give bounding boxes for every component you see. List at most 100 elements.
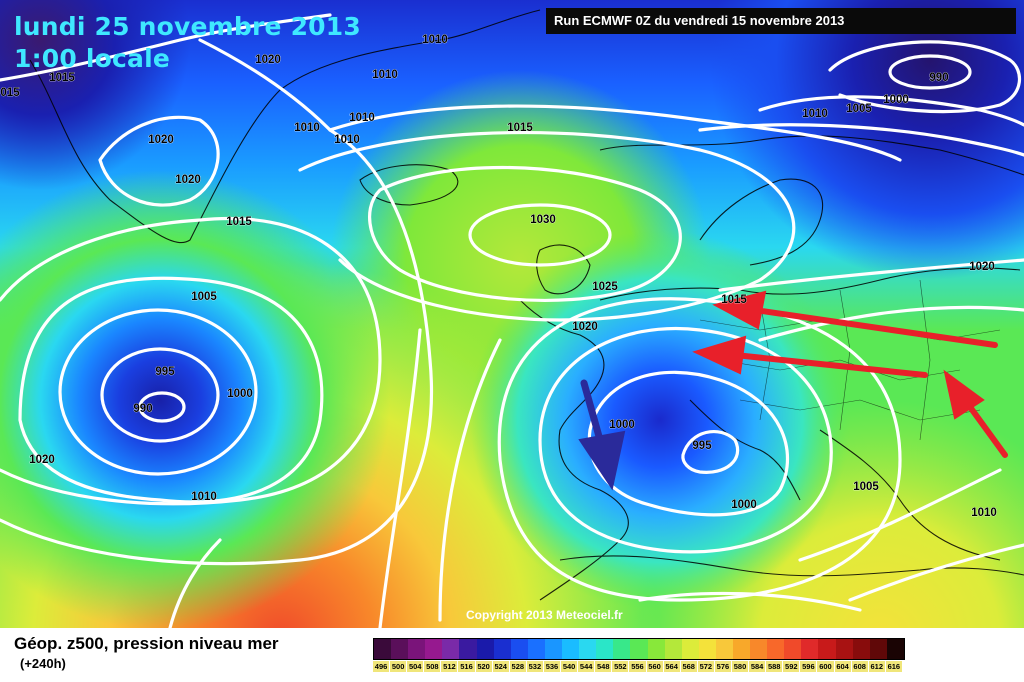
isobar-label: 1015 xyxy=(226,216,252,228)
scale-label: 544 xyxy=(578,661,596,672)
legend-panel: Géop. z500, pression niveau mer (+240h) … xyxy=(0,628,1024,682)
scale-label: 568 xyxy=(680,661,698,672)
scale-label: 512 xyxy=(441,661,459,672)
scale-label: 524 xyxy=(492,661,510,672)
legend-title: Géop. z500, pression niveau mer xyxy=(14,634,279,653)
isobar-label: 995 xyxy=(155,366,175,378)
isobar-label: 1010 xyxy=(802,108,828,120)
scale-swatch xyxy=(715,639,733,659)
scale-label: 588 xyxy=(766,661,784,672)
isobar-label: 990 xyxy=(133,403,152,415)
isobar-label: 1015 xyxy=(721,294,747,306)
isobar-label: 1020 xyxy=(29,454,55,466)
scale-label: 528 xyxy=(509,661,527,672)
scale-swatch xyxy=(647,639,665,659)
scale-swatch xyxy=(596,639,614,659)
isobar-labels: 1010 1020 1015 015 1010 1010 1010 1010 1015 1020 1… xyxy=(0,34,997,520)
color-scale xyxy=(373,638,905,660)
isobar-label: 1020 xyxy=(175,174,201,186)
isobar-label: 1010 xyxy=(294,122,320,134)
scale-swatch xyxy=(801,639,819,659)
scale-label: 496 xyxy=(373,661,391,672)
weather-map: 1010 1020 1015 015 1010 1010 1010 1010 1015 1020 1… xyxy=(0,0,1024,628)
scale-swatch xyxy=(784,639,802,659)
scale-label: 532 xyxy=(526,661,544,672)
isobar-label: 1010 xyxy=(334,134,360,146)
scale-label: 520 xyxy=(475,661,493,672)
scale-label: 580 xyxy=(731,661,750,672)
isobar-label: 1010 xyxy=(191,491,217,503)
color-scale-labels: 496 500 504 508 512 516 520 524 528 532 536 540 544 5… xyxy=(373,661,903,672)
isobar-label: 1000 xyxy=(609,419,635,431)
isobar-label: 1010 xyxy=(422,34,448,46)
scale-swatch xyxy=(391,639,409,659)
scale-swatch xyxy=(852,639,870,659)
scale-label: 592 xyxy=(783,661,801,672)
isobar-label: 1020 xyxy=(148,134,174,146)
run-label: Run ECMWF 0Z du vendredi 15 novembre 201… xyxy=(546,8,1016,34)
scale-swatch xyxy=(698,639,716,659)
scale-swatch xyxy=(459,639,477,659)
isobar-label: 1000 xyxy=(883,94,909,106)
isobar-label: 1015 xyxy=(507,122,533,134)
scale-swatch xyxy=(527,639,545,659)
scale-swatch xyxy=(510,639,528,659)
scale-swatch xyxy=(835,639,853,659)
isobar-label: 1010 xyxy=(349,112,375,124)
scale-swatch xyxy=(732,639,751,659)
scale-label: 604 xyxy=(834,661,852,672)
scale-label: 576 xyxy=(714,661,732,672)
isobar-label: 990 xyxy=(929,72,948,84)
scale-swatch xyxy=(374,639,392,659)
scale-label: 540 xyxy=(561,661,579,672)
forecast-date: lundi 25 novembre 2013 xyxy=(14,12,361,41)
scale-label: 612 xyxy=(868,661,886,672)
scale-swatch xyxy=(767,639,785,659)
scale-swatch xyxy=(630,639,648,659)
isobar-label: 1030 xyxy=(530,214,556,226)
scale-swatch xyxy=(425,639,443,659)
scale-swatch xyxy=(493,639,511,659)
scale-swatch xyxy=(613,639,631,659)
scale-swatch xyxy=(681,639,699,659)
scale-label: 584 xyxy=(749,661,767,672)
scale-swatch xyxy=(408,639,426,659)
isobar-label: 1010 xyxy=(372,69,398,81)
scale-label: 564 xyxy=(663,661,681,672)
scale-label: 560 xyxy=(646,661,664,672)
scale-swatch xyxy=(886,639,904,659)
scale-label: 572 xyxy=(697,661,715,672)
isobar-label: 015 xyxy=(0,87,20,99)
scale-label: 616 xyxy=(885,661,903,672)
isobar-label: 1020 xyxy=(255,54,281,66)
scale-label: 556 xyxy=(629,661,647,672)
scale-label: 608 xyxy=(851,661,869,672)
scale-label: 504 xyxy=(407,661,425,672)
isobar-label: 1010 xyxy=(971,507,997,519)
scale-swatch xyxy=(442,639,460,659)
copyright-notice: Copyright 2013 Meteociel.fr xyxy=(466,608,623,622)
isobar-label: 1005 xyxy=(846,103,872,115)
isobar-label: 1005 xyxy=(853,481,879,493)
scale-swatch xyxy=(562,639,580,659)
isobar-label: 1015 xyxy=(49,72,75,84)
isobar-label: 1000 xyxy=(731,499,757,511)
scale-label: 552 xyxy=(612,661,630,672)
isobar-label: 995 xyxy=(692,440,712,452)
forecast-time: 1:00 locale xyxy=(14,44,171,73)
scale-label: 500 xyxy=(390,661,408,672)
scale-label: 596 xyxy=(800,661,818,672)
scale-label: 600 xyxy=(817,661,835,672)
scale-label: 536 xyxy=(543,661,562,672)
isobar-label: 1020 xyxy=(572,321,598,333)
scale-swatch xyxy=(750,639,768,659)
scale-swatch xyxy=(579,639,597,659)
scale-swatch xyxy=(869,639,887,659)
scale-label: 516 xyxy=(458,661,476,672)
isobar-label: 1000 xyxy=(227,388,253,400)
scale-swatch xyxy=(544,639,563,659)
scale-label: 548 xyxy=(595,661,613,672)
scale-swatch xyxy=(664,639,682,659)
legend-subtitle: (+240h) xyxy=(20,656,66,671)
isobar-label: 1025 xyxy=(592,281,618,293)
